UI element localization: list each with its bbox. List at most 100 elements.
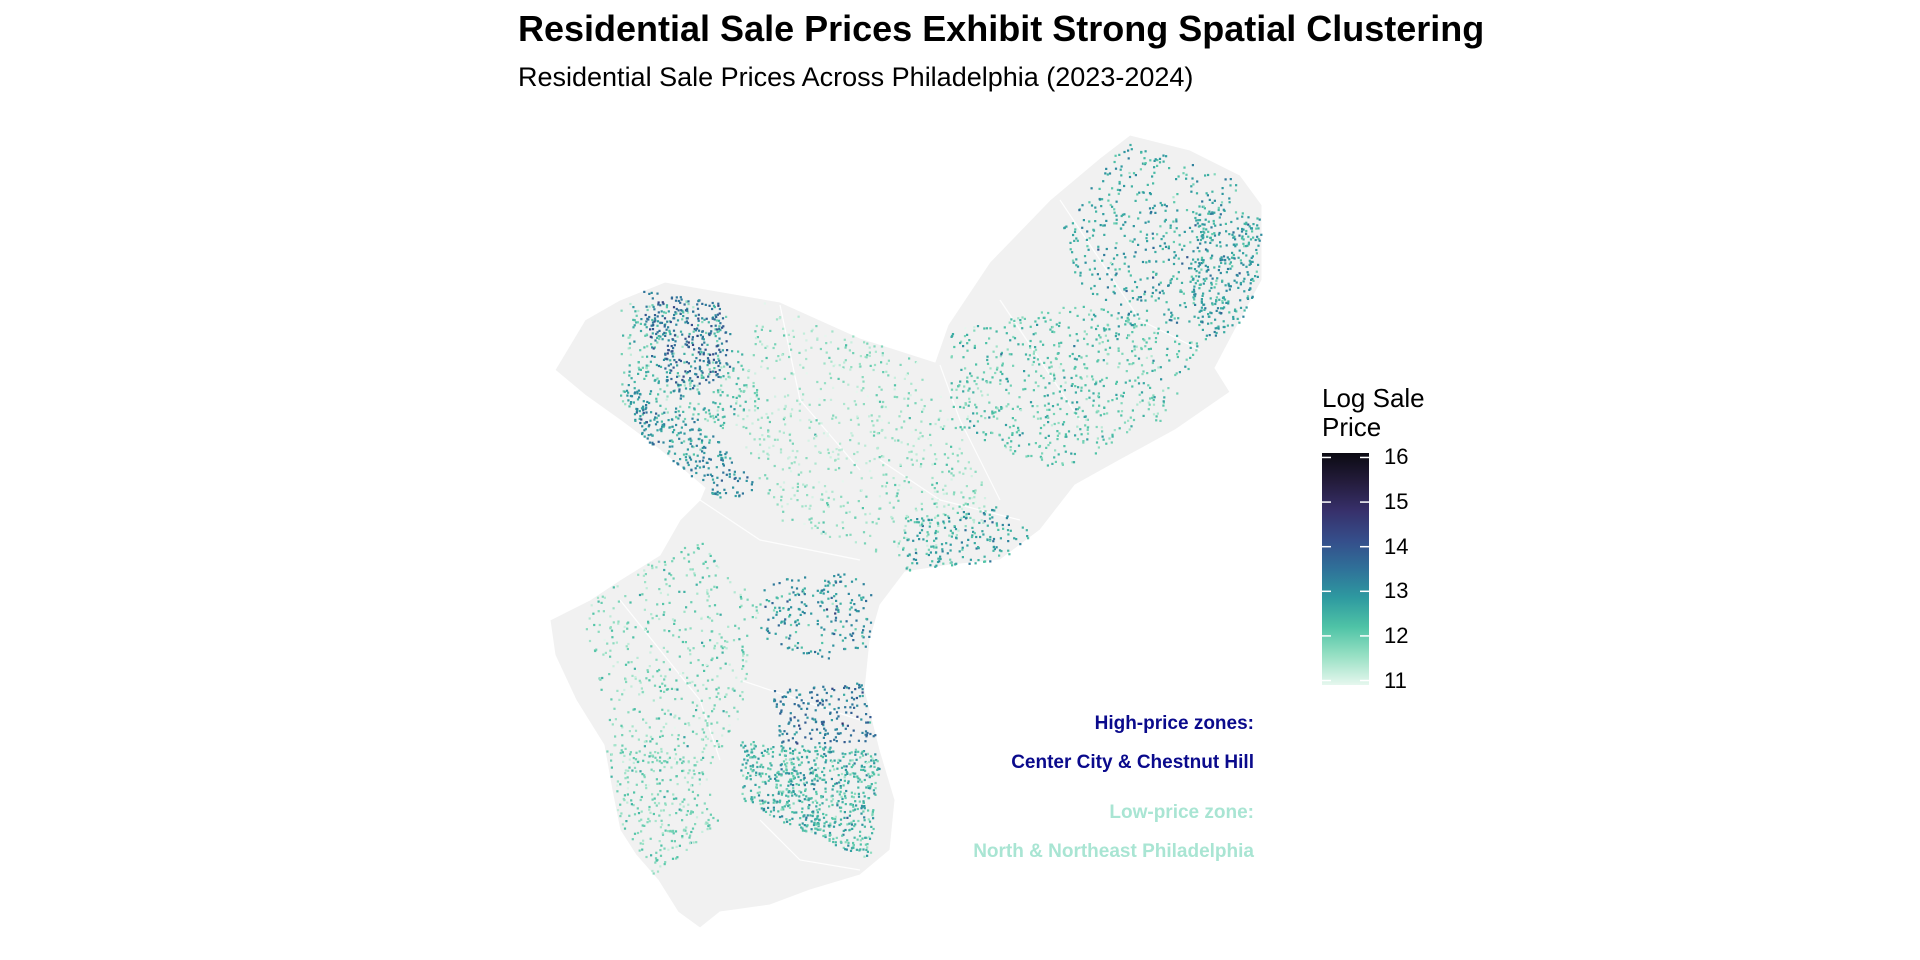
sale-point [705,778,708,781]
sale-point [640,818,643,821]
sale-point [845,457,848,460]
sale-point [964,502,967,505]
sale-point [914,551,918,554]
sale-point [940,543,944,546]
sale-point [1133,314,1136,317]
sale-point [1077,386,1080,389]
sale-point [1158,283,1161,286]
sale-point [659,335,662,338]
sale-point [659,689,662,693]
sale-point [1097,446,1100,449]
sale-point [1010,440,1013,443]
sale-point [780,808,783,811]
sale-point [1207,268,1210,271]
sale-point [619,803,622,806]
sale-point [939,426,942,429]
sale-point [1155,419,1158,422]
sale-point [868,820,872,823]
sale-point [679,758,682,761]
sale-point [1128,171,1131,175]
sale-point [651,798,654,801]
sale-point [904,524,907,528]
sale-point [674,340,677,343]
sale-point [796,499,799,502]
sale-point [767,430,770,433]
sale-point [1105,376,1108,380]
sale-point [795,624,798,627]
sale-point [692,769,695,772]
sale-point [748,409,751,412]
sale-point [692,446,695,449]
sale-point [668,601,671,604]
sale-point [594,649,597,653]
sale-point [663,423,666,426]
sale-point [800,811,804,814]
sale-point [658,617,661,621]
sale-point [662,358,666,361]
sale-point [849,734,853,737]
sale-point [1118,268,1121,271]
sale-point [721,734,724,737]
sale-point [667,349,670,352]
sale-point [610,775,613,778]
sale-point [669,359,672,362]
sale-point [802,393,805,396]
sale-point [696,388,699,391]
sale-point [1149,159,1152,162]
sale-point [869,755,873,758]
sale-point [813,759,816,762]
sale-point [833,575,836,578]
sale-point [784,758,788,761]
sale-point [681,769,684,773]
sale-point [893,395,896,398]
sale-point [763,302,766,305]
sale-point [925,552,928,555]
sale-point [774,395,777,398]
sale-point [721,407,724,411]
sale-point [887,421,890,424]
sale-point [704,303,707,306]
sale-point [1190,262,1193,265]
sale-point [1137,243,1140,246]
boundary-line [779,304,861,471]
sale-point [755,391,758,394]
sale-point [663,847,666,850]
sale-point [592,612,595,615]
sale-point [1209,257,1212,260]
sale-point [1094,206,1097,209]
sale-point [794,594,797,597]
sale-point [662,613,665,616]
sale-point [687,438,690,441]
sale-point [995,522,998,525]
sale-point [1145,261,1148,264]
sale-point [1078,209,1081,212]
sale-point [808,507,811,510]
sale-point [1213,286,1216,289]
sale-point [673,317,676,320]
sale-point [959,405,962,409]
sale-point [1140,347,1143,351]
sale-point [614,735,617,738]
sale-point [1212,222,1215,225]
sale-point [733,473,736,476]
sale-point [639,322,642,325]
sale-point [844,753,847,756]
sale-point [806,824,809,827]
sale-point [859,365,862,368]
sale-point [1111,433,1114,436]
sale-point [1151,361,1154,365]
sale-point [761,780,764,783]
sale-point [933,453,937,456]
sale-point [864,733,867,736]
sale-point [627,336,630,339]
sale-point [1152,276,1155,279]
sale-point [708,412,711,415]
sale-point [802,652,805,655]
sale-point [827,451,830,455]
sale-point [862,800,865,803]
sale-point [821,778,824,781]
sale-point [659,591,662,595]
sale-point [1239,299,1242,302]
sale-point [682,315,685,318]
sale-point [665,722,668,725]
